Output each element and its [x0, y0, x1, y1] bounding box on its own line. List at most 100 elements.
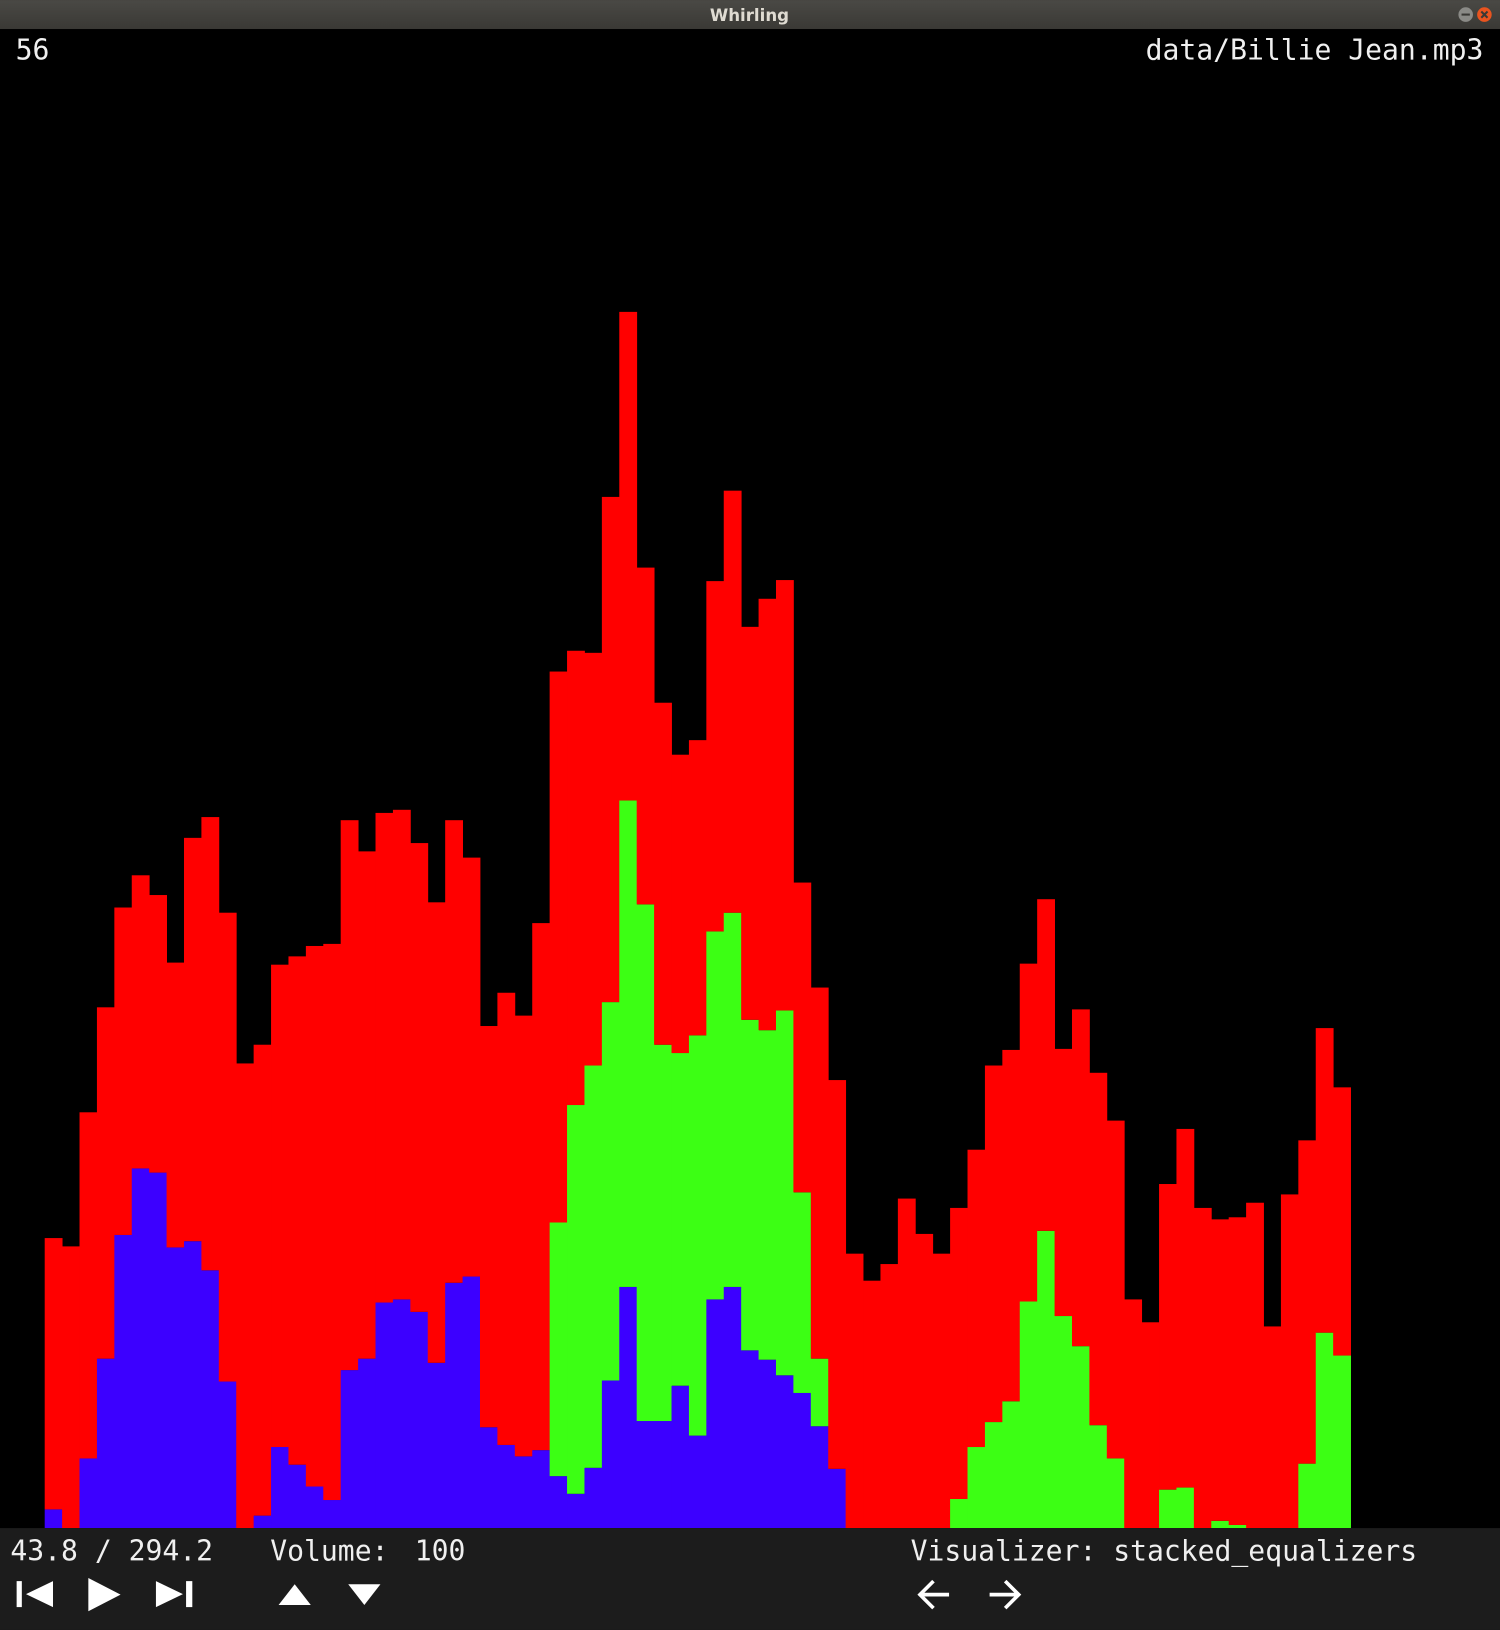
equalizer-bar	[601, 496, 620, 1003]
equalizer-bar	[828, 1468, 847, 1529]
equalizer-bar	[619, 1286, 638, 1529]
play-button[interactable]	[88, 1577, 121, 1612]
equalizer-bar	[810, 1426, 829, 1529]
equalizer-bar	[758, 598, 777, 1031]
equalizer-bar	[1037, 1230, 1055, 1529]
fps-counter: 56	[16, 33, 50, 66]
equalizer-bar	[1211, 1219, 1230, 1521]
equalizer-bar	[1176, 1128, 1195, 1488]
equalizer-bar	[758, 1030, 777, 1360]
equalizer-bar	[741, 1350, 759, 1529]
equalizer-bar	[532, 1450, 551, 1529]
equalizer-bar	[549, 1476, 568, 1529]
equalizer-bar	[1071, 1346, 1090, 1529]
equalizer-bar	[584, 1065, 603, 1468]
equalizer-bar	[1071, 1009, 1090, 1347]
equalizer-bar	[723, 490, 742, 913]
equalizer-bar	[1054, 1048, 1073, 1317]
equalizer-bar	[201, 1270, 220, 1529]
equalizer-bar	[340, 820, 359, 1371]
equalizer-bar	[1002, 1049, 1021, 1402]
equalizer-bar	[793, 1392, 812, 1529]
equalizer-bar	[271, 1447, 289, 1529]
equalizer-bar	[79, 1458, 98, 1529]
equalizer-bar	[1315, 1028, 1334, 1333]
equalizer-bar	[549, 671, 568, 1223]
equalizer-bar	[619, 800, 638, 1287]
equalizer-bar	[793, 1192, 812, 1393]
equalizer-bar	[654, 702, 672, 1045]
equalizer-bar	[201, 817, 220, 1271]
equalizer-bar	[44, 1238, 63, 1510]
equalizer-bar	[1019, 963, 1038, 1302]
equalizer-bar	[514, 1015, 533, 1457]
equalizer-bar	[479, 1026, 498, 1428]
next-visualizer-button[interactable]	[989, 1579, 1022, 1610]
volume-label: Volume:	[270, 1534, 388, 1567]
equalizer-bar	[427, 902, 446, 1363]
equalizer-bar	[1089, 1425, 1108, 1529]
equalizer	[44, 311, 1351, 1529]
equalizer-bar	[601, 1380, 620, 1529]
equalizer-bar	[1159, 1489, 1177, 1529]
equalizer-bar	[688, 1035, 707, 1436]
equalizer-bar	[984, 1422, 1003, 1529]
equalizer-bar	[741, 626, 759, 1020]
equalizer-bar	[741, 1019, 759, 1351]
previous-button[interactable]	[16, 1581, 54, 1608]
equalizer-bar	[567, 1105, 585, 1494]
equalizer-bar	[636, 567, 655, 905]
equalizer-bar	[288, 1464, 307, 1529]
equalizer-bar	[567, 650, 585, 1106]
equalizer-bar	[967, 1447, 986, 1529]
equalizer-bar	[567, 1493, 585, 1529]
equalizer-bar	[532, 923, 551, 1451]
equalizer-bar	[915, 1233, 934, 1529]
visualizer-name: Visualizer: stacked_equalizers	[911, 1534, 1418, 1568]
equalizer-bar	[392, 1299, 411, 1529]
volume-up-button[interactable]	[278, 1584, 311, 1606]
equalizer-bar	[775, 1375, 794, 1529]
equalizer-bar	[479, 1427, 498, 1529]
equalizer-bar	[880, 1264, 899, 1529]
volume-down-button[interactable]	[348, 1584, 381, 1606]
equalizer-bar	[236, 1063, 255, 1529]
equalizer-bar	[1106, 1120, 1125, 1459]
equalizer-bar	[723, 912, 742, 1287]
equalizer-bar	[1141, 1322, 1160, 1529]
equalizer-bar	[706, 1299, 725, 1529]
equalizer-bar	[79, 1112, 98, 1459]
equalizer-bar	[96, 1007, 115, 1359]
equalizer-bar	[775, 580, 794, 1011]
equalizer-bar	[549, 1222, 568, 1477]
equalizer-bar	[445, 1282, 463, 1529]
equalizer-bar	[1298, 1140, 1317, 1464]
equalizer-bar	[131, 875, 150, 1169]
window-title: Whirling	[710, 6, 789, 25]
equalizer-bar	[149, 1172, 167, 1529]
equalizer-bar	[114, 907, 133, 1235]
equalizer-bar	[1124, 1299, 1143, 1529]
close-icon	[1480, 10, 1489, 19]
equalizer-bar	[375, 812, 394, 1303]
equalizer-bar	[183, 837, 202, 1242]
control-panel	[0, 1528, 1500, 1630]
equalizer-bar	[706, 581, 725, 932]
previous-visualizer-button[interactable]	[917, 1579, 950, 1610]
equalizer-bar	[1089, 1072, 1108, 1426]
equalizer-bar	[828, 1080, 847, 1469]
equalizer-bar	[497, 992, 516, 1445]
equalizer-bar	[1106, 1458, 1125, 1529]
equalizer-bar	[1176, 1487, 1195, 1529]
equalizer-bar	[671, 754, 690, 1054]
equalizer-bar	[950, 1498, 968, 1529]
equalizer-bar	[897, 1198, 916, 1529]
equalizer-bar	[932, 1253, 951, 1529]
equalizer-bar	[410, 843, 429, 1312]
equalizer-bar	[271, 964, 289, 1448]
equalizer-bar	[654, 1044, 672, 1422]
equalizer-bar	[96, 1358, 115, 1529]
equalizer-bar	[462, 857, 481, 1277]
next-button[interactable]	[155, 1581, 193, 1608]
equalizer-bar	[810, 987, 829, 1359]
